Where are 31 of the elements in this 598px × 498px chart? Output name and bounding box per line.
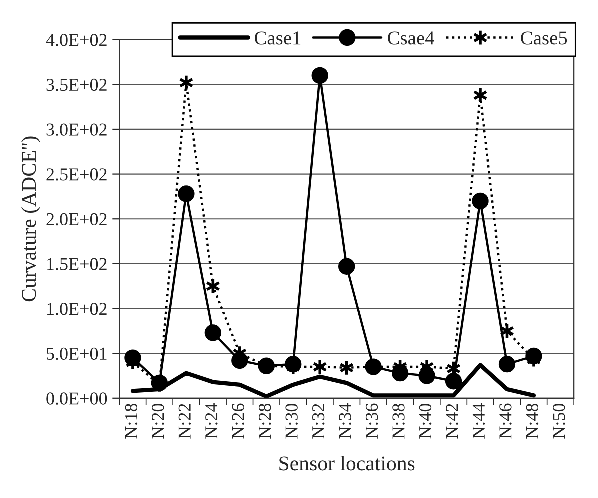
- x-tick-label: N:36: [366, 404, 378, 439]
- y-axis-title: Curvature (ADCE''): [22, 136, 40, 302]
- y-tick-label: 0.0E+00: [46, 392, 108, 405]
- x-tick-label: N:30: [286, 404, 298, 439]
- legend-label: Case1: [255, 32, 301, 45]
- y-tick-label: 3.5E+02: [46, 78, 107, 92]
- x-tick-label: N:46: [500, 404, 512, 439]
- y-tick-label: 3.0E+02: [46, 124, 107, 136]
- x-tick-label: N:34: [339, 404, 352, 439]
- y-tick-label: 1.5E+02: [48, 258, 107, 270]
- x-tick-label: N:22: [178, 404, 192, 439]
- y-tick-label: 2.0E+02: [46, 213, 107, 226]
- x-axis-title: Sensor locations: [280, 456, 415, 471]
- x-tick-label: N:38: [392, 404, 405, 439]
- x-tick-label: N:40: [419, 404, 432, 439]
- legend-label: Case5: [521, 32, 568, 45]
- x-tick-label: N:24: [206, 404, 218, 439]
- y-tick-label: 5.0E+01: [47, 348, 107, 360]
- x-tick-label: N:32: [312, 404, 325, 439]
- x-tick-label: N:20: [152, 404, 164, 439]
- y-tick-label: 2.5E+02: [46, 168, 107, 181]
- x-tick-label: N:28: [258, 404, 272, 439]
- x-tick-label: N:44: [472, 404, 486, 439]
- legend-label: Csae4: [388, 32, 435, 45]
- x-tick-label: N:42: [446, 404, 458, 439]
- x-tick-label: N:26: [232, 404, 244, 439]
- x-tick-label: N:18: [125, 404, 138, 439]
- x-tick-label: N:50: [553, 404, 566, 439]
- x-tick-label: N:48: [526, 404, 539, 439]
- y-tick-label: 1.0E+02: [48, 303, 107, 316]
- y-tick-label: 4.0E+02: [46, 34, 107, 46]
